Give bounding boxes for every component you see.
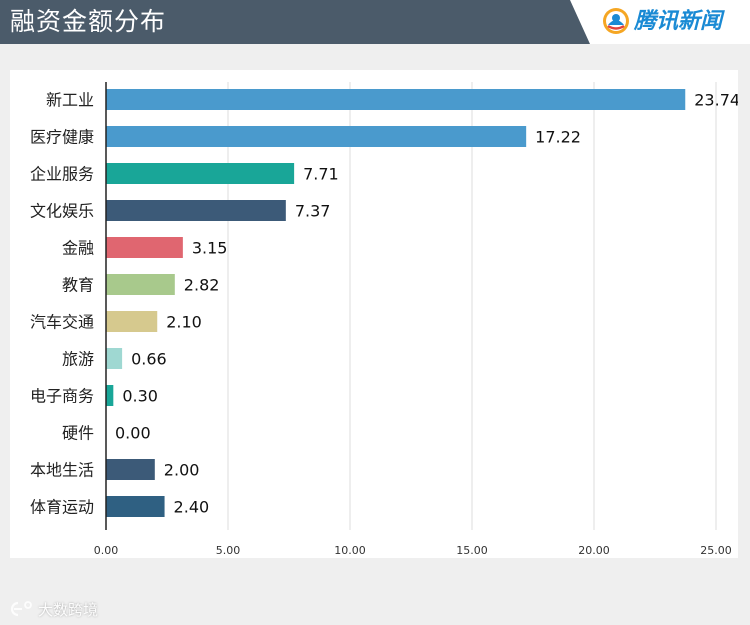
bar [106,274,175,295]
bar [106,311,158,332]
category-label: 文化娱乐 [30,202,94,221]
category-label: 教育 [62,276,94,295]
value-label: 2.10 [166,313,202,332]
category-label: 新工业 [46,91,94,110]
bar [106,126,527,147]
watermark: 大数跨境 [8,598,98,620]
category-label: 旅游 [62,350,94,369]
category-label: 医疗健康 [30,128,94,147]
x-tick-label: 0.00 [94,544,119,557]
tencent-news-logo-icon [603,8,629,34]
value-label: 23.74 [694,91,738,110]
bar [106,237,183,258]
watermark-text: 大数跨境 [38,600,99,619]
header-bar: 融资金额分布 腾讯新闻 [0,0,750,44]
bar [106,163,295,184]
x-tick-label: 5.00 [216,544,241,557]
category-label: 汽车交通 [30,313,94,332]
value-label: 2.82 [184,276,220,295]
x-tick-label: 25.00 [700,544,732,557]
x-tick-label: 15.00 [456,544,488,557]
category-label: 企业服务 [30,165,94,184]
category-label: 金融 [62,239,94,258]
value-label: 2.00 [164,461,200,480]
category-label: 体育运动 [30,498,94,517]
value-label: 0.00 [115,424,151,443]
bar [106,200,286,221]
category-label: 电子商务 [30,387,94,406]
value-label: 3.15 [192,239,228,258]
value-label: 17.22 [535,128,581,147]
bar [106,459,155,480]
watermark-logo-icon [10,601,32,617]
x-tick-label: 10.00 [334,544,366,557]
brand-name: 腾讯新闻 [634,9,723,34]
value-label: 2.40 [174,498,210,517]
bar [106,89,686,110]
x-tick-label: 20.00 [578,544,610,557]
value-label: 0.30 [122,387,158,406]
bar [106,385,114,406]
value-label: 7.71 [303,165,339,184]
category-label: 硬件 [62,424,94,443]
brand-area: 腾讯新闻 [570,0,750,44]
bar-chart: 新工业 23.74 医疗健康 17.22 企业服务 7.71 文化娱乐 7.37 金融 3.15 教… [30,82,738,557]
bar [106,348,123,369]
bar [106,496,165,517]
value-label: 0.66 [131,350,167,369]
page-title: 融资金额分布 [10,7,167,36]
chart-panel: 新工业 23.74 医疗健康 17.22 企业服务 7.71 文化娱乐 7.37 金融 3.15 教… [10,70,738,558]
value-label: 7.37 [295,202,331,221]
category-label: 本地生活 [30,461,94,480]
